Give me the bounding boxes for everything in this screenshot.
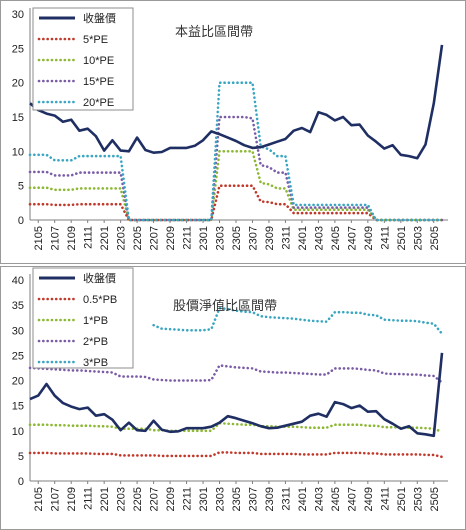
pe-y-tick-label-0: 0	[18, 215, 24, 227]
pb-x-tick-label-24: 2505	[429, 487, 441, 511]
pb-x-tick-label-14: 2309	[264, 487, 276, 511]
pe-x-tick-label-7: 2207	[149, 226, 161, 250]
pb-legend-box	[32, 267, 134, 369]
pb-x-tick-label-0: 2105	[33, 487, 45, 511]
pb-x-tick-label-9: 2211	[182, 487, 194, 511]
pb-x-tick-label-1: 2107	[50, 487, 62, 511]
pe-x-tick-label-18: 2405	[330, 226, 342, 250]
pe-x-tick-label-0: 2105	[33, 226, 45, 250]
pb-x-tick-label-16: 2401	[297, 487, 309, 511]
pb-series-line-0	[29, 352, 444, 438]
pe-x-tick-label-24: 2505	[429, 226, 441, 250]
pe-band-chart-svg: 0 5 10 15 20 25 30 2105 2107 2109 2111 2201 2203 2205…	[0, 0, 466, 264]
pb-legend-label-3: 2*PB	[83, 336, 108, 348]
pe-y-tick-label-4: 20	[12, 78, 24, 90]
pb-x-tick-label-18: 2405	[330, 487, 342, 511]
pb-x-tick-label-3: 2111	[83, 487, 95, 510]
pe-x-tick-label-3: 2111	[83, 226, 95, 249]
pb-y-tick-label-6: 30	[12, 325, 24, 337]
pe-y-tick-label-6: 30	[12, 9, 24, 21]
pb-x-tick-label-19: 2407	[346, 487, 358, 511]
pe-legend-box	[32, 7, 134, 111]
pe-x-tick-label-15: 2311	[280, 226, 292, 250]
pe-chart-title: 本益比區間帶	[175, 25, 253, 40]
pb-y-tick-label-7: 35	[12, 300, 24, 312]
pb-x-tick-label-7: 2207	[149, 487, 161, 511]
pe-legend-label-1: 5*PE	[83, 34, 108, 46]
pb-chart-title: 股價淨值比區間帶	[173, 298, 277, 314]
pe-x-tick-label-6: 2205	[132, 226, 144, 250]
pb-y-tick-label-8: 40	[12, 275, 24, 287]
pb-y-tick-label-4: 20	[12, 376, 24, 388]
pe-x-tick-label-5: 2203	[116, 226, 128, 250]
pe-series-line-4	[28, 81, 444, 222]
pb-x-tick-label-13: 2307	[247, 487, 259, 511]
pb-x-tick-label-5: 2203	[116, 487, 128, 511]
pe-x-tick-label-13: 2307	[247, 226, 259, 250]
pb-x-tick-label-6: 2205	[132, 487, 144, 511]
pe-series-line-0	[29, 44, 444, 160]
pe-x-tick-label-12: 2305	[231, 226, 243, 250]
pe-x-tick-label-17: 2403	[313, 226, 325, 250]
pe-y-tick-label-1: 5	[18, 181, 24, 193]
pb-y-tick-label-5: 25	[12, 350, 24, 362]
pe-x-tick-label-20: 2409	[363, 226, 375, 250]
pb-x-tick-label-22: 2501	[396, 487, 408, 511]
pe-x-tick-label-4: 2201	[99, 226, 111, 250]
pe-legend: 收盤價 5*PE 10*PE 15*PE 20*PE	[32, 7, 134, 111]
pb-y-tick-label-1: 5	[18, 451, 24, 463]
pb-x-tick-label-21: 2411	[379, 487, 391, 511]
pb-y-tick-label-3: 15	[12, 401, 24, 413]
pe-x-tick-label-21: 2411	[379, 226, 391, 250]
pe-x-tick-label-8: 2209	[165, 226, 177, 250]
pb-x-tick-label-12: 2305	[231, 487, 243, 511]
pe-band-chart: 0 5 10 15 20 25 30 2105 2107 2109 2111 2201 2203 2205…	[0, 0, 466, 264]
pe-series-line-2	[28, 150, 444, 222]
pb-legend: 收盤價 0.5*PB 1*PB 2*PB 3*PB	[32, 267, 134, 369]
pb-y-tick-label-0: 0	[18, 476, 24, 488]
pe-y-tick-label-5: 25	[12, 43, 24, 55]
pb-y-tick-label-2: 10	[12, 426, 24, 438]
pb-series-line-3	[28, 364, 444, 384]
pb-x-tick-label-20: 2409	[363, 487, 375, 511]
pb-series-line-4	[152, 306, 444, 336]
pb-band-chart: 0 5 10 15 20 25 30 35 40 2105 2107 2109 2111 2201 2203…	[0, 266, 466, 530]
pb-x-tick-label-23: 2503	[412, 487, 424, 511]
pe-legend-label-2: 10*PE	[83, 55, 114, 67]
pb-band-chart-svg: 0 5 10 15 20 25 30 35 40 2105 2107 2109 2111 2201 2203…	[0, 266, 466, 530]
pb-x-tick-label-11: 2303	[215, 487, 227, 511]
pb-legend-label-4: 3*PB	[83, 357, 108, 369]
pe-legend-label-4: 20*PE	[83, 97, 114, 109]
pe-x-tick-label-11: 2303	[215, 226, 227, 250]
pb-x-tick-label-15: 2311	[280, 487, 292, 511]
pb-x-tick-label-4: 2201	[99, 487, 111, 511]
pb-x-tick-label-17: 2403	[313, 487, 325, 511]
pb-legend-label-0: 收盤價	[83, 271, 116, 285]
pe-x-tick-label-2: 2109	[66, 226, 78, 250]
pb-legend-label-2: 1*PB	[83, 315, 108, 327]
pe-x-tick-label-22: 2501	[396, 226, 408, 250]
pb-legend-label-1: 0.5*PB	[83, 294, 117, 306]
pe-legend-label-0: 收盤價	[83, 11, 116, 25]
pe-series-line-3	[28, 115, 444, 222]
pe-legend-label-3: 15*PE	[83, 76, 114, 88]
pe-x-tick-label-1: 2107	[50, 226, 62, 250]
pe-x-tick-label-23: 2503	[412, 226, 424, 250]
pe-x-tick-label-9: 2211	[182, 226, 194, 250]
pb-x-tick-label-10: 2301	[198, 487, 210, 511]
pe-x-tick-label-10: 2301	[198, 226, 210, 250]
pe-x-tick-label-14: 2309	[264, 226, 276, 250]
pe-y-tick-label-2: 10	[12, 146, 24, 158]
pb-series-line-1	[28, 451, 444, 459]
pe-y-tick-label-3: 15	[12, 112, 24, 124]
pb-x-tick-label-8: 2209	[165, 487, 177, 511]
pb-series-line-2	[28, 421, 444, 434]
pe-x-tick-label-16: 2401	[297, 226, 309, 250]
pe-x-tick-label-19: 2407	[346, 226, 358, 250]
pb-x-tick-label-2: 2109	[66, 487, 78, 511]
